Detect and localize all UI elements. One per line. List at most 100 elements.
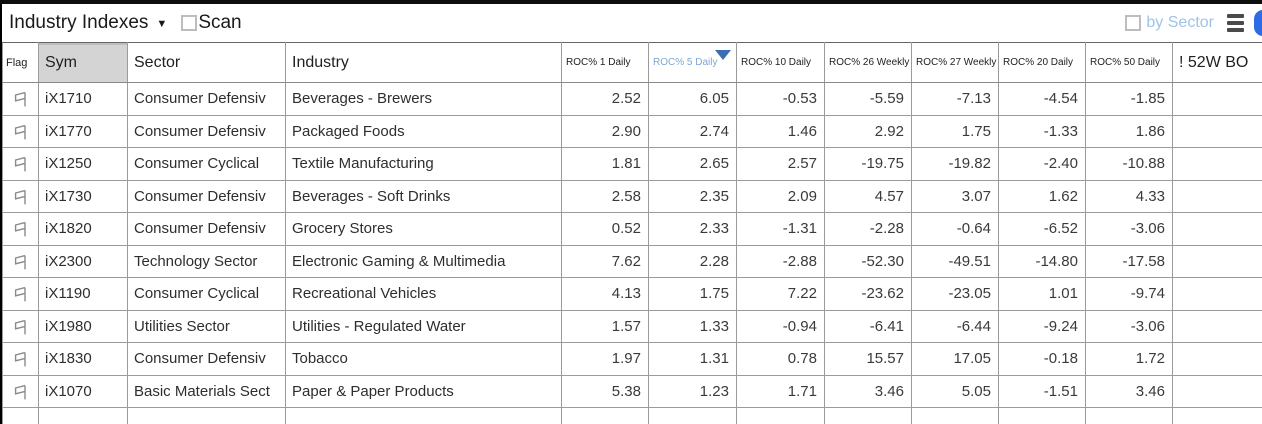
sector-cell[interactable]: Technology Sector xyxy=(127,244,286,278)
roc-value-cell[interactable]: 3.46 xyxy=(1085,374,1173,408)
by-sector-checkbox[interactable] xyxy=(1125,15,1142,31)
roc-value-cell[interactable]: 1.01 xyxy=(998,277,1086,311)
roc-value-cell[interactable]: 1.86 xyxy=(1085,114,1173,148)
roc-value-cell[interactable]: -1.85 xyxy=(1085,82,1173,116)
roc-value-cell[interactable]: 2.09 xyxy=(736,179,825,213)
roc-value-cell[interactable]: 4.33 xyxy=(1085,179,1173,213)
roc-value-cell[interactable]: 1.46 xyxy=(736,114,825,148)
sym-cell[interactable]: iX1250 xyxy=(38,147,128,181)
sym-cell[interactable]: iX1830 xyxy=(38,342,128,376)
col-header-sym[interactable]: Sym xyxy=(38,42,128,83)
roc-value-cell[interactable]: 2.92 xyxy=(824,114,912,148)
roc-value-cell[interactable]: -23.62 xyxy=(824,277,912,311)
scan-checkbox-group[interactable]: Scan xyxy=(181,12,242,34)
roc-value-cell[interactable]: -0.64 xyxy=(911,212,999,246)
roc-value-cell[interactable]: 2.35 xyxy=(648,179,737,213)
flag-cell[interactable] xyxy=(2,82,39,116)
roc-value-cell[interactable]: -2.88 xyxy=(736,244,825,278)
roc-value-cell[interactable]: -3.06 xyxy=(1085,212,1173,246)
roc-value-cell[interactable]: -7.13 xyxy=(911,82,999,116)
roc-value-cell[interactable]: 17.05 xyxy=(911,342,999,376)
roc-value-cell[interactable]: 7.22 xyxy=(736,277,825,311)
roc-value-cell[interactable]: -14.80 xyxy=(998,244,1086,278)
sector-cell[interactable]: Basic Materials Sect xyxy=(127,374,286,408)
roc-value-cell[interactable]: -5.59 xyxy=(824,82,912,116)
roc-value-cell[interactable]: -2.40 xyxy=(998,147,1086,181)
flag-cell[interactable] xyxy=(2,212,39,246)
sector-cell[interactable]: Utilities Sector xyxy=(127,309,286,343)
roc-value-cell[interactable]: 1.75 xyxy=(911,114,999,148)
bo-cell[interactable] xyxy=(1172,342,1262,376)
col-header-bo[interactable]: ! 52W BO xyxy=(1172,42,1262,83)
col-header-roc1d[interactable]: ROC% 1 Daily xyxy=(561,42,649,83)
roc-value-cell[interactable]: -0.53 xyxy=(736,82,825,116)
flag-cell[interactable] xyxy=(2,179,39,213)
roc-value-cell[interactable]: -52.30 xyxy=(824,244,912,278)
roc-value-cell[interactable]: -19.75 xyxy=(824,147,912,181)
sym-cell[interactable]: iX1070 xyxy=(38,374,128,408)
roc-value-cell[interactable]: -4.54 xyxy=(998,82,1086,116)
sym-cell[interactable]: iX1980 xyxy=(38,309,128,343)
roc-value-cell[interactable]: 1.23 xyxy=(648,374,737,408)
roc-value-cell[interactable]: 1.31 xyxy=(648,342,737,376)
bo-cell[interactable] xyxy=(1172,82,1262,116)
sector-cell[interactable]: Consumer Defensiv xyxy=(127,342,286,376)
industry-cell[interactable]: Electronic Gaming & Multimedia xyxy=(285,244,562,278)
roc-value-cell[interactable]: -0.94 xyxy=(736,309,825,343)
bo-cell[interactable] xyxy=(1172,309,1262,343)
menu-icon[interactable] xyxy=(1227,14,1244,32)
blue-button-partial[interactable] xyxy=(1254,10,1262,36)
roc-value-cell[interactable]: -1.51 xyxy=(998,374,1086,408)
col-header-roc10d[interactable]: ROC% 10 Daily xyxy=(736,42,825,83)
roc-value-cell[interactable]: -9.74 xyxy=(1085,277,1173,311)
col-header-roc20d[interactable]: ROC% 20 Daily xyxy=(998,42,1086,83)
flag-cell[interactable] xyxy=(2,342,39,376)
roc-value-cell[interactable]: 2.57 xyxy=(736,147,825,181)
sector-cell[interactable]: Consumer Cyclical xyxy=(127,147,286,181)
industry-cell[interactable]: Textile Manufacturing xyxy=(285,147,562,181)
col-header-sector[interactable]: Sector xyxy=(127,42,286,83)
roc-value-cell[interactable]: -49.51 xyxy=(911,244,999,278)
sym-cell[interactable]: iX1190 xyxy=(38,277,128,311)
table-row[interactable]: iX1250 Consumer Cyclical Textile Manufactu… xyxy=(2,147,1262,181)
flag-cell[interactable] xyxy=(2,244,39,278)
bo-cell[interactable] xyxy=(1172,212,1262,246)
bo-cell[interactable] xyxy=(1172,179,1262,213)
industry-cell[interactable]: Packaged Foods xyxy=(285,114,562,148)
roc-value-cell[interactable]: -0.18 xyxy=(998,342,1086,376)
roc-value-cell[interactable]: -1.33 xyxy=(998,114,1086,148)
industry-cell[interactable]: Utilities - Regulated Water xyxy=(285,309,562,343)
roc-value-cell[interactable]: 0.52 xyxy=(561,212,649,246)
roc-value-cell[interactable]: 5.05 xyxy=(911,374,999,408)
roc-value-cell[interactable]: 1.62 xyxy=(998,179,1086,213)
bo-cell[interactable] xyxy=(1172,374,1262,408)
roc-value-cell[interactable]: 1.81 xyxy=(561,147,649,181)
flag-cell[interactable] xyxy=(2,374,39,408)
col-header-roc50d[interactable]: ROC% 50 Daily xyxy=(1085,42,1173,83)
roc-value-cell[interactable]: 4.13 xyxy=(561,277,649,311)
roc-value-cell[interactable]: 3.46 xyxy=(824,374,912,408)
roc-value-cell[interactable]: 2.74 xyxy=(648,114,737,148)
industry-cell[interactable]: Grocery Stores xyxy=(285,212,562,246)
flag-cell[interactable] xyxy=(2,114,39,148)
roc-value-cell[interactable]: 15.57 xyxy=(824,342,912,376)
roc-value-cell[interactable]: -1.31 xyxy=(736,212,825,246)
sector-cell[interactable]: Consumer Defensiv xyxy=(127,82,286,116)
table-row[interactable]: iX1070 Basic Materials Sect Paper & Paper … xyxy=(2,374,1262,408)
industry-cell[interactable]: Recreational Vehicles xyxy=(285,277,562,311)
roc-value-cell[interactable]: 2.58 xyxy=(561,179,649,213)
bo-cell[interactable] xyxy=(1172,277,1262,311)
roc-value-cell[interactable]: 2.52 xyxy=(561,82,649,116)
table-row[interactable]: iX1770 Consumer Defensiv Packaged Foods 2.9… xyxy=(2,114,1262,148)
sym-cell[interactable]: iX1770 xyxy=(38,114,128,148)
table-row[interactable]: iX1730 Consumer Defensiv Beverages - Soft … xyxy=(2,179,1262,213)
roc-value-cell[interactable]: -3.06 xyxy=(1085,309,1173,343)
roc-value-cell[interactable]: 1.71 xyxy=(736,374,825,408)
roc-value-cell[interactable]: 1.57 xyxy=(561,309,649,343)
roc-value-cell[interactable]: -6.44 xyxy=(911,309,999,343)
col-header-industry[interactable]: Industry xyxy=(285,42,562,83)
sector-cell[interactable]: Consumer Defensiv xyxy=(127,212,286,246)
sym-cell[interactable]: iX1820 xyxy=(38,212,128,246)
roc-value-cell[interactable]: 1.75 xyxy=(648,277,737,311)
bo-cell[interactable] xyxy=(1172,147,1262,181)
